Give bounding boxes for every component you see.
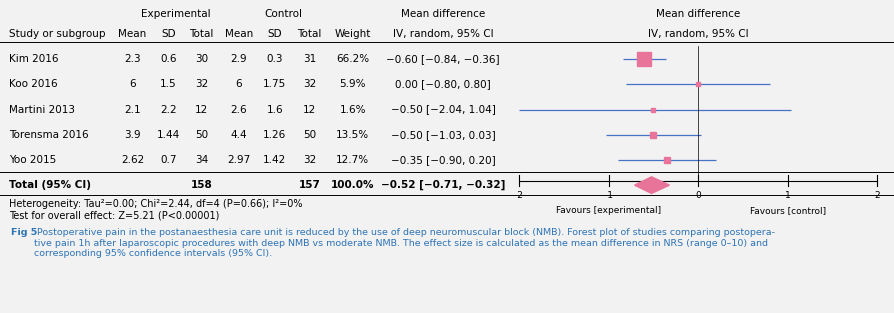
Text: Weight: Weight (334, 29, 370, 39)
Text: 158: 158 (190, 180, 212, 190)
Text: Martini 2013: Martini 2013 (9, 105, 75, 115)
Text: 2.1: 2.1 (124, 105, 140, 115)
Text: 5.9%: 5.9% (339, 80, 366, 89)
Text: 2.62: 2.62 (121, 155, 144, 165)
Text: Study or subgroup: Study or subgroup (9, 29, 105, 39)
Text: 0.7: 0.7 (160, 155, 176, 165)
Text: 50: 50 (195, 130, 207, 140)
Text: Heterogeneity: Tau²=0.00; Chi²=2.44, df=4 (P=0.66); I²=0%: Heterogeneity: Tau²=0.00; Chi²=2.44, df=… (9, 199, 302, 209)
Text: 2.97: 2.97 (227, 155, 250, 165)
Text: 1.6: 1.6 (266, 105, 283, 115)
Text: Total: Total (297, 29, 322, 39)
Text: 2.2: 2.2 (160, 105, 176, 115)
Text: 1.5: 1.5 (160, 80, 176, 89)
Text: 1.44: 1.44 (156, 130, 180, 140)
Text: Experimental: Experimental (141, 9, 210, 19)
Text: 1.42: 1.42 (263, 155, 286, 165)
Text: SD: SD (161, 29, 175, 39)
Text: Koo 2016: Koo 2016 (9, 80, 57, 89)
Text: 6: 6 (235, 80, 242, 89)
Text: 12.7%: 12.7% (335, 155, 369, 165)
Text: -2: -2 (514, 191, 523, 200)
Text: 32: 32 (303, 80, 316, 89)
Text: 3.9: 3.9 (124, 130, 140, 140)
Text: 0: 0 (695, 191, 700, 200)
Text: Test for overall effect: Z=5.21 (P<0.00001): Test for overall effect: Z=5.21 (P<0.000… (9, 210, 219, 220)
Text: 32: 32 (303, 155, 316, 165)
Text: 2.3: 2.3 (124, 54, 140, 64)
Text: 6: 6 (129, 80, 136, 89)
Text: 2.9: 2.9 (231, 54, 247, 64)
Text: 0.3: 0.3 (266, 54, 283, 64)
Text: 157: 157 (299, 180, 320, 190)
Text: 0.00 [−0.80, 0.80]: 0.00 [−0.80, 0.80] (395, 80, 490, 89)
Text: Fig 5: Fig 5 (11, 228, 37, 238)
Text: 66.2%: 66.2% (335, 54, 369, 64)
Text: 1.6%: 1.6% (339, 105, 366, 115)
Text: 1: 1 (784, 191, 789, 200)
Text: −0.60 [−0.84, −0.36]: −0.60 [−0.84, −0.36] (386, 54, 499, 64)
Text: 31: 31 (303, 54, 316, 64)
Text: 32: 32 (195, 80, 207, 89)
Text: 1.26: 1.26 (263, 130, 286, 140)
Text: IV, random, 95% CI: IV, random, 95% CI (392, 29, 493, 39)
Text: 12: 12 (195, 105, 207, 115)
Text: 2: 2 (873, 191, 879, 200)
Text: Favours [experimental]: Favours [experimental] (555, 206, 661, 215)
Text: 50: 50 (303, 130, 316, 140)
Text: −0.35 [−0.90, 0.20]: −0.35 [−0.90, 0.20] (390, 155, 495, 165)
Text: 1.75: 1.75 (263, 80, 286, 89)
Text: Total: Total (189, 29, 214, 39)
Text: Mean difference: Mean difference (655, 9, 739, 19)
Text: -1: -1 (603, 191, 612, 200)
Text: −0.50 [−1.03, 0.03]: −0.50 [−1.03, 0.03] (390, 130, 495, 140)
Text: Mean: Mean (118, 29, 147, 39)
Text: 12: 12 (303, 105, 316, 115)
Text: Favours [control]: Favours [control] (748, 206, 825, 215)
Text: Torensma 2016: Torensma 2016 (9, 130, 89, 140)
Text: SD: SD (267, 29, 282, 39)
Text: 4.4: 4.4 (231, 130, 247, 140)
Text: 30: 30 (195, 54, 207, 64)
Text: −0.52 [−0.71, −0.32]: −0.52 [−0.71, −0.32] (381, 180, 504, 190)
Text: 0.6: 0.6 (160, 54, 176, 64)
Text: 2.6: 2.6 (231, 105, 247, 115)
Text: Yoo 2015: Yoo 2015 (9, 155, 56, 165)
Text: 13.5%: 13.5% (335, 130, 369, 140)
Text: 100.0%: 100.0% (331, 180, 374, 190)
Text: 34: 34 (195, 155, 207, 165)
Text: Total (95% CI): Total (95% CI) (9, 180, 91, 190)
Polygon shape (634, 177, 669, 193)
Text: Mean: Mean (224, 29, 253, 39)
Text: Postoperative pain in the postanaesthesia care unit is reduced by the use of dee: Postoperative pain in the postanaesthesi… (34, 228, 774, 258)
Text: Control: Control (264, 9, 302, 19)
Text: IV, random, 95% CI: IV, random, 95% CI (647, 29, 747, 39)
Text: Kim 2016: Kim 2016 (9, 54, 58, 64)
Text: −0.50 [−2.04, 1.04]: −0.50 [−2.04, 1.04] (390, 105, 495, 115)
Text: Mean difference: Mean difference (401, 9, 485, 19)
